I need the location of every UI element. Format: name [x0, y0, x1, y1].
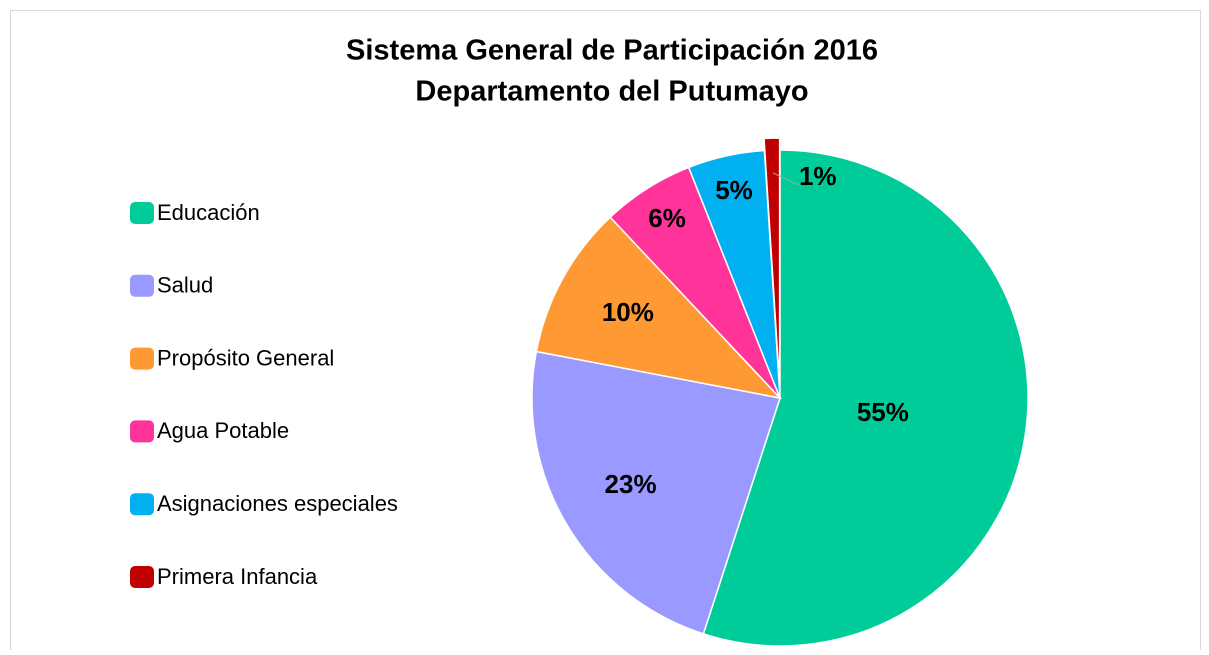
- legend-swatch: [130, 566, 154, 588]
- legend-label: Salud: [157, 273, 213, 298]
- pie-slice: [535, 216, 783, 400]
- legend-swatch: [130, 347, 154, 370]
- pie-slice: [763, 137, 781, 387]
- legend-swatch: [130, 493, 154, 516]
- legend-swatch: [130, 202, 154, 224]
- data-label: 10%: [602, 297, 654, 327]
- legend-label: Asignaciones especiales: [157, 491, 398, 516]
- data-label: 23%: [605, 469, 657, 499]
- legend-label: Educación: [157, 200, 260, 225]
- data-label: 6%: [648, 203, 686, 233]
- legend-label: Propósito General: [157, 345, 334, 370]
- chart-subtitle: Departamento del Putumayo: [415, 76, 808, 108]
- pie-slice: [531, 350, 781, 635]
- data-label: 5%: [715, 175, 753, 205]
- leader-line: [772, 172, 802, 185]
- legend-label: Agua Potable: [157, 418, 289, 443]
- legend-label: Primera Infancia: [157, 564, 318, 589]
- legend-swatch: [130, 420, 154, 443]
- pie-slice: [702, 149, 1029, 647]
- chart-title: Sistema General de Participación 2016: [346, 35, 878, 67]
- data-label: 1%: [799, 161, 837, 191]
- legend-swatch: [130, 274, 154, 297]
- data-label: 55%: [857, 397, 909, 427]
